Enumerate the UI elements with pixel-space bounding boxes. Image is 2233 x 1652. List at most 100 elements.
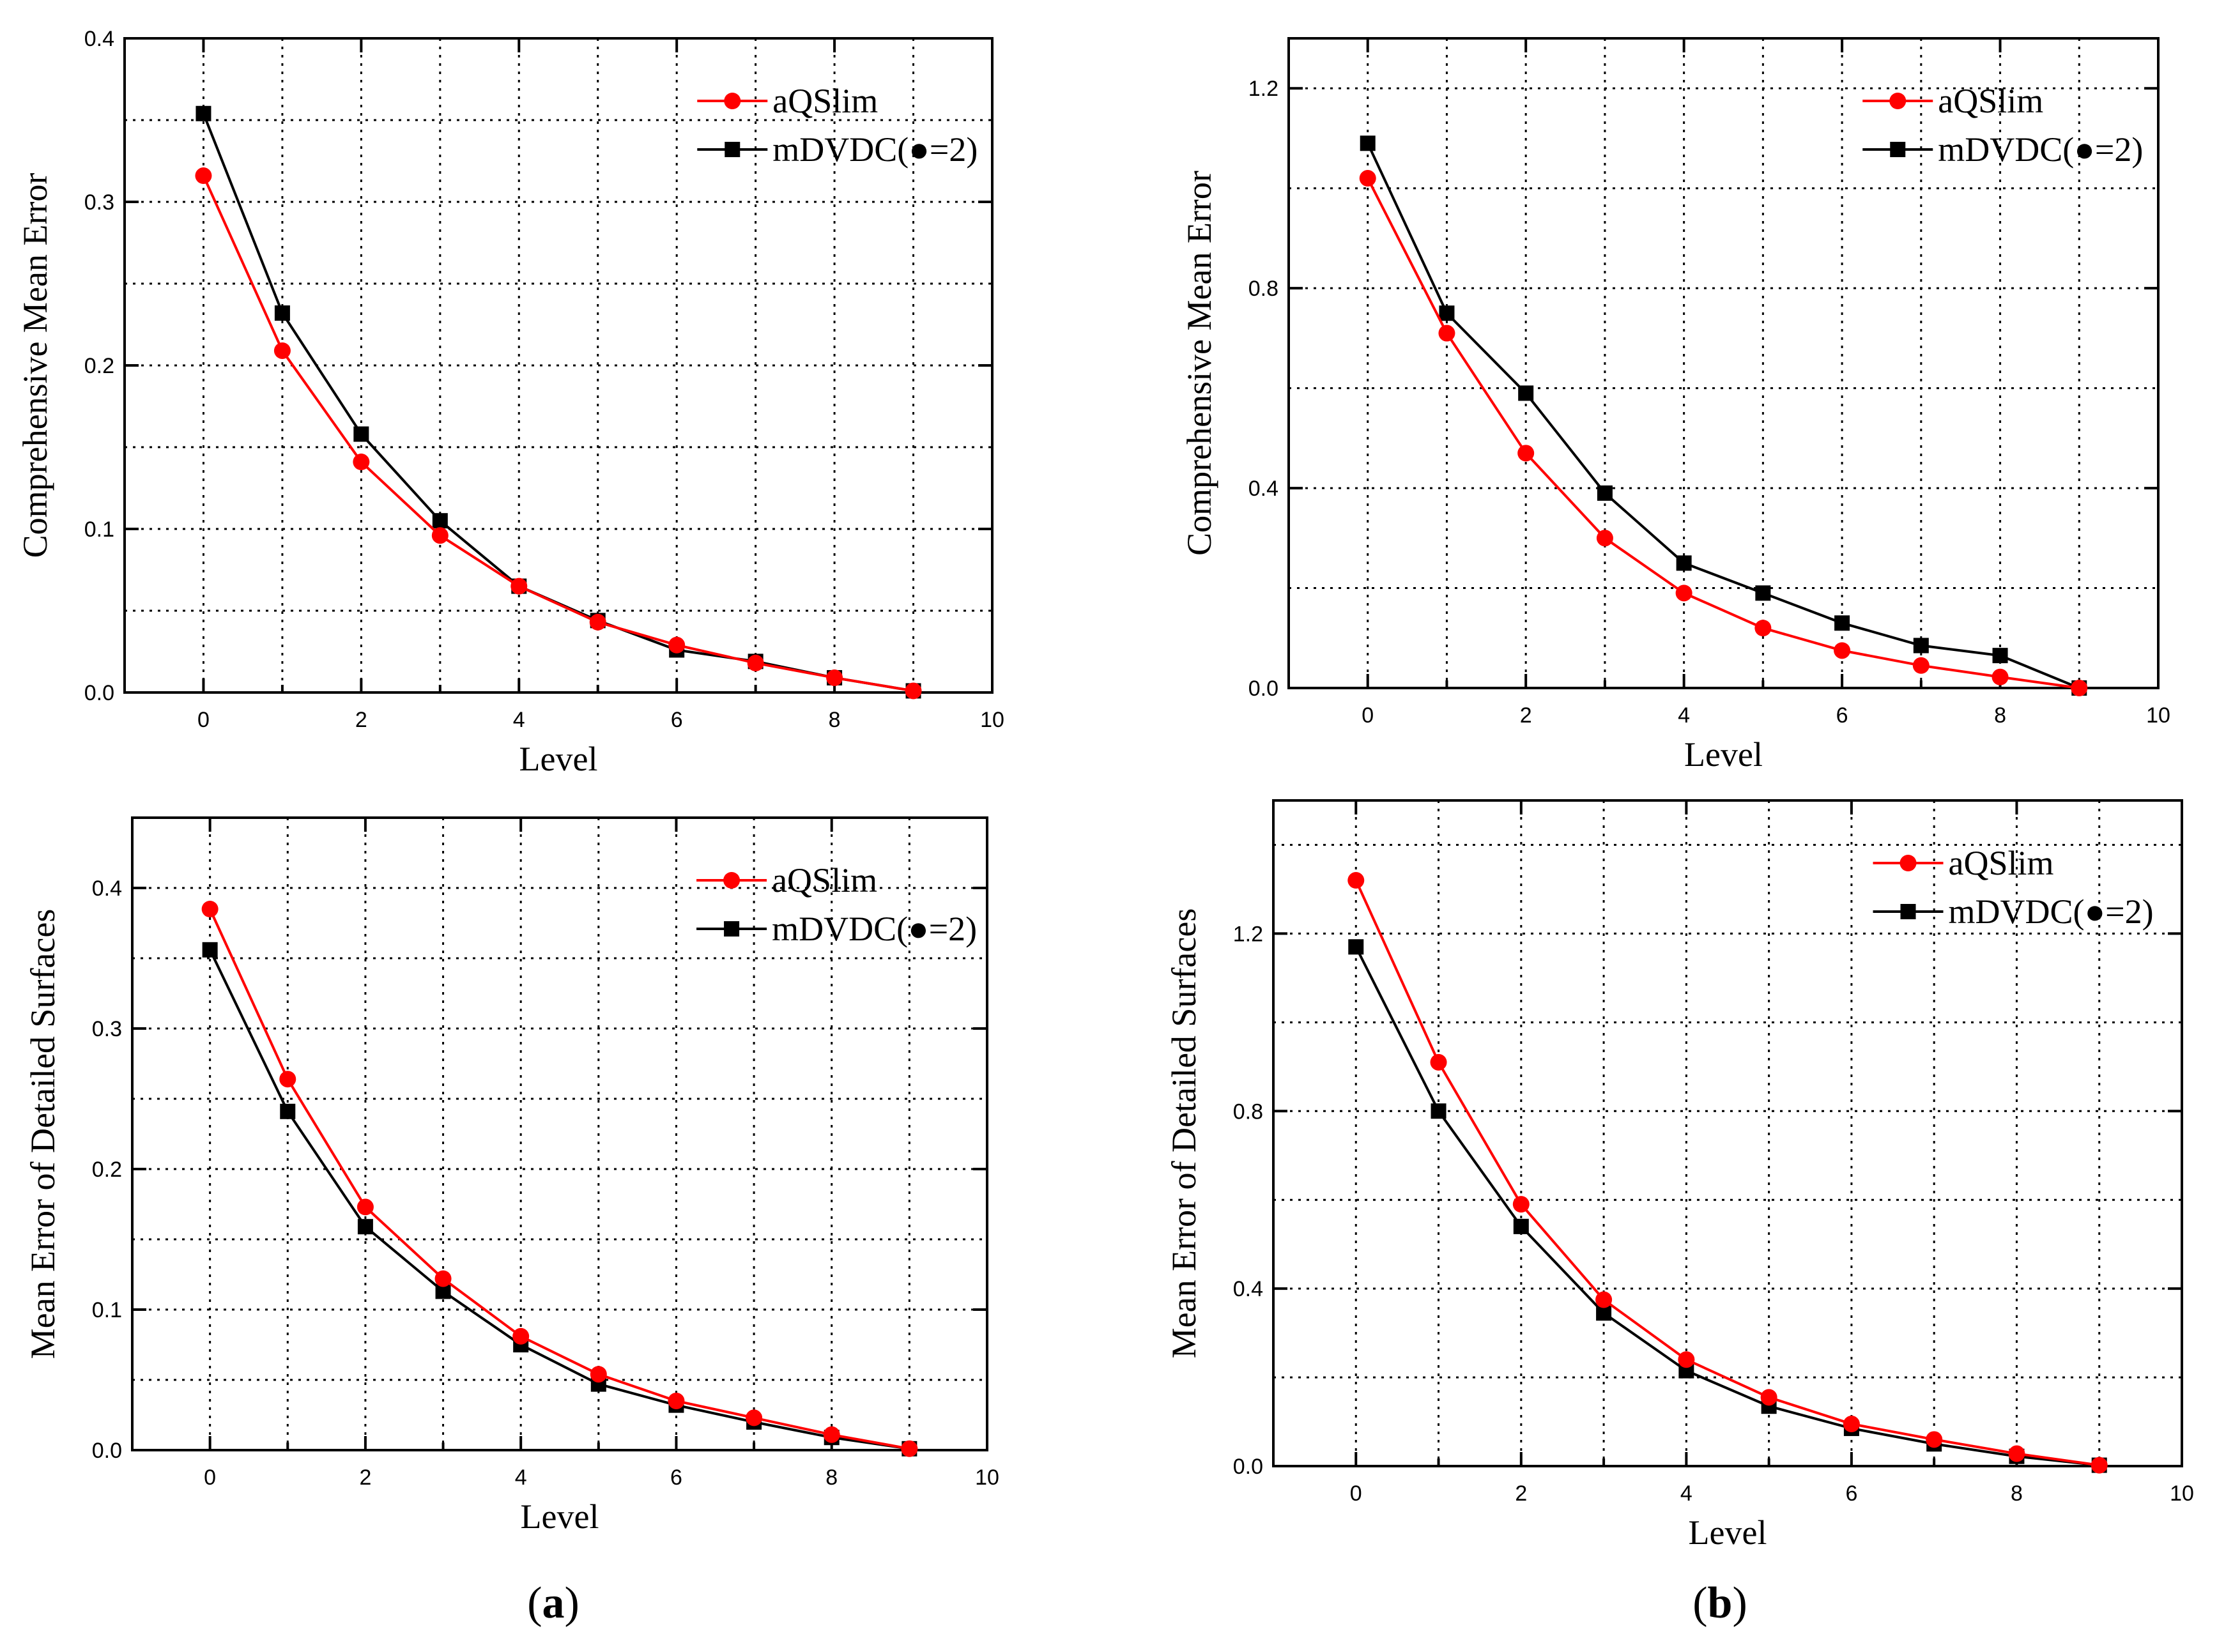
data-point-mdvdc bbox=[1439, 305, 1455, 321]
x-axis-title: Level bbox=[519, 740, 598, 778]
x-axis-title: Level bbox=[521, 1497, 599, 1536]
x-tick-label: 6 bbox=[1845, 1481, 1857, 1506]
data-point-aqslim bbox=[1760, 1389, 1777, 1406]
series-line-mdvdc bbox=[1366, 142, 2080, 689]
data-point-aqslim bbox=[1912, 657, 1930, 674]
panel-label-b-close: ) bbox=[1732, 1579, 1747, 1628]
x-axis-title: Level bbox=[1689, 1513, 1767, 1552]
y-tick-label: 0.1 bbox=[92, 1298, 122, 1322]
data-point-aqslim bbox=[1430, 1053, 1447, 1071]
y-tick-label: 0.4 bbox=[92, 876, 122, 901]
x-tick-label: 0 bbox=[204, 1465, 216, 1490]
data-point-aqslim bbox=[1834, 642, 1851, 659]
x-tick-label: 8 bbox=[1994, 703, 2006, 728]
x-tick-label: 2 bbox=[359, 1465, 371, 1490]
data-point-mdvdc bbox=[353, 426, 369, 442]
y-tick-label: 0.8 bbox=[1233, 1099, 1263, 1124]
data-point-aqslim bbox=[1595, 1291, 1613, 1308]
legend-marker-circle bbox=[724, 93, 741, 109]
panel-label-a: (a) bbox=[527, 1579, 579, 1628]
x-tick-label: 0 bbox=[1350, 1481, 1362, 1506]
panel-label-a-close: ) bbox=[565, 1579, 579, 1628]
legend-label: aQSlim bbox=[772, 82, 878, 120]
y-axis-title: Comprehensive Mean Error bbox=[16, 173, 54, 558]
data-point-aqslim bbox=[1517, 445, 1535, 462]
plot-frame bbox=[131, 816, 988, 1451]
data-point-aqslim bbox=[746, 1409, 763, 1426]
data-point-mdvdc bbox=[1360, 135, 1376, 151]
data-point-aqslim bbox=[1754, 620, 1772, 637]
x-tick-label: 8 bbox=[829, 708, 841, 732]
panel-label-a-letter: a bbox=[542, 1579, 565, 1628]
data-point-aqslim bbox=[1926, 1431, 1943, 1448]
y-tick-label: 0.3 bbox=[84, 190, 114, 215]
legend-marker-square bbox=[725, 142, 740, 157]
x-tick-label: 10 bbox=[2170, 1481, 2194, 1506]
series-line-aqslim bbox=[202, 175, 914, 692]
y-axis-title: Mean Error of Detailed Surfaces bbox=[1165, 908, 1203, 1359]
data-point-aqslim bbox=[279, 1071, 296, 1088]
legend-label: mDVDC(●=2) bbox=[1938, 130, 2143, 169]
data-point-mdvdc bbox=[1348, 939, 1364, 955]
chart-top-right: 0 2 4 6 8 10 0.0 0.4 0.8 1.2 Level Comprehensive Me… bbox=[1180, 37, 2170, 774]
data-point-aqslim bbox=[201, 901, 219, 917]
y-tick-label: 1.2 bbox=[1248, 77, 1278, 101]
x-tick-label: 8 bbox=[825, 1465, 838, 1490]
data-point-aqslim bbox=[353, 454, 370, 471]
data-point-mdvdc bbox=[1431, 1103, 1446, 1119]
chart-top-left: 0 2 4 6 8 10 0.0 0.1 0.2 0.3 0.4 Level Comprehensive… bbox=[16, 27, 1004, 778]
panel-label-b-letter: b bbox=[1708, 1579, 1733, 1628]
data-point-aqslim bbox=[1359, 170, 1376, 187]
x-tick-label: 4 bbox=[515, 1465, 527, 1490]
x-tick-label: 10 bbox=[975, 1465, 999, 1490]
plot-frame bbox=[1272, 799, 2183, 1467]
legend-marker-circle bbox=[723, 872, 740, 889]
data-point-mdvdc bbox=[196, 105, 211, 121]
x-tick-label: 8 bbox=[2011, 1481, 2023, 1506]
y-tick-label: 0.3 bbox=[92, 1017, 122, 1041]
data-point-aqslim bbox=[1438, 325, 1455, 342]
y-tick-label: 0.2 bbox=[92, 1158, 122, 1182]
data-point-aqslim bbox=[512, 1327, 530, 1345]
data-point-aqslim bbox=[510, 577, 528, 595]
series-line-aqslim bbox=[1366, 178, 2080, 689]
legend-marker-square bbox=[724, 921, 740, 937]
series-line-aqslim bbox=[208, 908, 910, 1450]
data-point-aqslim bbox=[195, 167, 212, 185]
x-axis-title: Level bbox=[1684, 735, 1763, 774]
data-point-mdvdc bbox=[1913, 638, 1929, 654]
legend-label: mDVDC(●=2) bbox=[1949, 892, 2154, 931]
data-point-mdvdc bbox=[357, 1219, 373, 1235]
data-point-aqslim bbox=[590, 1366, 607, 1383]
y-tick-label: 0.4 bbox=[84, 27, 114, 51]
legend-label: aQSlim bbox=[1938, 82, 2043, 120]
data-point-mdvdc bbox=[274, 305, 290, 321]
y-tick-label: 0.4 bbox=[1248, 477, 1278, 501]
series-line-aqslim bbox=[1354, 880, 2100, 1467]
chart-bottom-right: 0 2 4 6 8 10 0.0 0.4 0.8 1.2 Level Mean Error of De… bbox=[1165, 799, 2194, 1552]
legend-marker-square bbox=[1890, 142, 1906, 157]
chart-bottom-left: 0 2 4 6 8 10 0.0 0.1 0.2 0.3 0.4 Level Mean Error of… bbox=[24, 816, 999, 1536]
data-point-mdvdc bbox=[1597, 485, 1613, 501]
data-point-mdvdc bbox=[1834, 615, 1850, 631]
data-point-aqslim bbox=[668, 636, 686, 654]
x-tick-label: 2 bbox=[1515, 1481, 1527, 1506]
y-axis-title: Mean Error of Detailed Surfaces bbox=[24, 909, 62, 1359]
legend-marker-circle bbox=[1889, 93, 1907, 109]
panel-label-b-open: ( bbox=[1692, 1579, 1707, 1628]
y-tick-label: 0.0 bbox=[1233, 1455, 1263, 1479]
data-point-mdvdc bbox=[1513, 1218, 1529, 1234]
data-point-aqslim bbox=[826, 669, 843, 686]
x-tick-label: 4 bbox=[513, 708, 525, 732]
legend-label: aQSlim bbox=[772, 861, 877, 899]
x-tick-label: 4 bbox=[1678, 703, 1690, 728]
legend-marker-circle bbox=[1899, 855, 1917, 871]
y-tick-label: 0.2 bbox=[84, 354, 114, 378]
data-point-aqslim bbox=[357, 1198, 374, 1216]
data-point-mdvdc bbox=[1676, 555, 1692, 571]
legend-label: mDVDC(●=2) bbox=[772, 910, 977, 948]
x-tick-label: 10 bbox=[980, 708, 1004, 732]
data-point-mdvdc bbox=[1992, 648, 2008, 664]
legend-label: aQSlim bbox=[1949, 844, 2054, 882]
